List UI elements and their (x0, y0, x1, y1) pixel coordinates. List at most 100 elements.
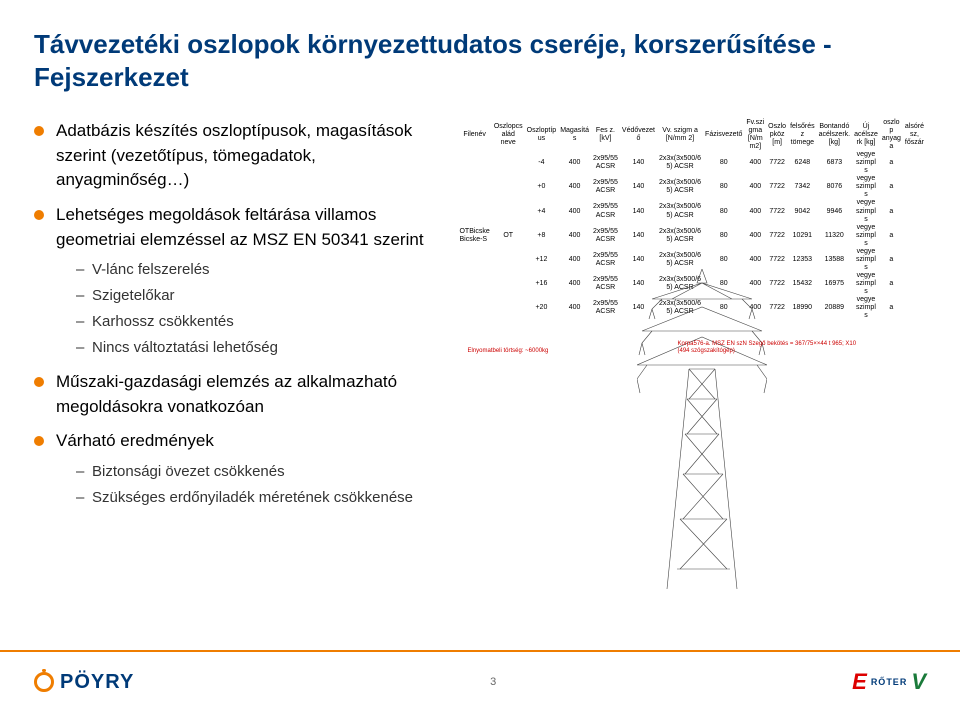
table-header: Fázisvezető (703, 119, 744, 151)
table-cell: 140 (620, 199, 657, 223)
table-cell: 2x3x(3x500/6 5) ACSR (657, 199, 703, 223)
table-header: Fv.szi gma [N/m m2] (744, 119, 766, 151)
table-cell: 9042 (788, 199, 817, 223)
table-cell: 80 (703, 199, 744, 223)
tower-diagram (637, 269, 767, 589)
table-cell (457, 199, 491, 223)
table-cell: 7722 (766, 296, 788, 320)
red-note-right: Korpa576-a. MSZ EN szN Szegő bekötés = 3… (677, 341, 857, 354)
sub-item: Karhossz csökkentés (56, 310, 439, 334)
footer: PÖYRY 3 E RŐTER V (0, 650, 960, 714)
table-cell: 7722 (766, 224, 788, 248)
table-cell: 400 (744, 199, 766, 223)
table-cell: OT (492, 224, 525, 248)
table-cell: 7722 (766, 199, 788, 223)
eroterv-logo: E RŐTER V (852, 671, 926, 693)
table-cell: a (880, 272, 903, 296)
table-cell: 80 (703, 175, 744, 199)
sub-item: V-lánc felszerelés (56, 258, 439, 282)
table-cell: vegye szimpl s (852, 199, 880, 223)
table-cell (457, 248, 491, 272)
table-cell: 2x95/55 ACSR (591, 175, 620, 199)
table-row: -44002x95/55 ACSR1402x3x(3x500/6 5) ACSR… (457, 151, 926, 175)
table-cell: 16975 (817, 272, 853, 296)
table-cell: 2x3x(3x500/6 5) ACSR (657, 151, 703, 175)
table-cell: vegye szimpl s (852, 224, 880, 248)
table-cell: 400 (558, 151, 591, 175)
table-cell (492, 296, 525, 320)
table-cell: 400 (744, 175, 766, 199)
table-cell: 2x3x(3x500/6 5) ACSR (657, 175, 703, 199)
table-cell (492, 248, 525, 272)
table-cell: vegye szimpl s (852, 175, 880, 199)
table-cell (457, 272, 491, 296)
table-cell: a (880, 175, 903, 199)
table-cell: 140 (620, 151, 657, 175)
table-cell: a (880, 199, 903, 223)
table-cell: 15432 (788, 272, 817, 296)
table-header: Fes z. [kV] (591, 119, 620, 151)
table-cell: 400 (744, 151, 766, 175)
table-cell: vegye szimpl s (852, 151, 880, 175)
eroterv-v-icon: V (911, 671, 926, 693)
bullet-text: Várható eredmények (56, 431, 214, 450)
sub-item: Biztonsági övezet csökkenés (56, 460, 439, 484)
table-cell: 6873 (817, 151, 853, 175)
table-cell (492, 272, 525, 296)
table-cell: -4 (525, 151, 559, 175)
page-number: 3 (490, 676, 496, 688)
sub-item: Nincs változtatási lehetőség (56, 336, 439, 360)
table-header: Magasítá s (558, 119, 591, 151)
table-cell: +8 (525, 224, 559, 248)
eroterv-e-icon: E (852, 671, 867, 693)
table-header: alsóré sz, főszár (903, 119, 926, 151)
table-row: +44002x95/55 ACSR1402x3x(3x500/6 5) ACSR… (457, 199, 926, 223)
table-row: OTBicske Bicske-SOT+84002x95/55 ACSR1402… (457, 224, 926, 248)
table-cell: 80 (703, 151, 744, 175)
table-cell: 2x95/55 ACSR (591, 296, 620, 320)
poyry-text: PÖYRY (60, 671, 134, 694)
table-header: Oszlo pköz [m] (766, 119, 788, 151)
table-cell: 7342 (788, 175, 817, 199)
table-cell: a (880, 151, 903, 175)
table-cell: 140 (620, 175, 657, 199)
table-header: Filenév (457, 119, 491, 151)
table-cell: 12353 (788, 248, 817, 272)
table-header: Új acélsze rk [kg] (852, 119, 880, 151)
table-header: Védővezet ő (620, 119, 657, 151)
table-header: Oszlopcs alád neve (492, 119, 525, 151)
table-cell: vegye szimpl s (852, 248, 880, 272)
table-cell: 8076 (817, 175, 853, 199)
table-cell: 2x95/55 ACSR (591, 199, 620, 223)
table-header: felsőrés z tömege (788, 119, 817, 151)
table-cell: +20 (525, 296, 559, 320)
table-cell: 400 (558, 175, 591, 199)
table-header: Vv. szigm a [N/mm 2] (657, 119, 703, 151)
table-cell: 7722 (766, 151, 788, 175)
table-cell: +12 (525, 248, 559, 272)
table-cell: 10291 (788, 224, 817, 248)
bullet-item: Lehetséges megoldások feltárása villamos… (34, 203, 439, 360)
table-cell: 400 (558, 199, 591, 223)
table-cell (492, 151, 525, 175)
bullet-item: Várható eredmények Biztonsági övezet csö… (34, 429, 439, 510)
table-cell (457, 151, 491, 175)
table-cell: 400 (558, 224, 591, 248)
table-header: Bontandó acélszerk. [kg] (817, 119, 853, 151)
table-cell: 400 (558, 248, 591, 272)
sub-item: Szükséges erdőnyiladék méretének csökken… (56, 486, 439, 510)
table-cell: vegye szimpl s (852, 272, 880, 296)
table-row: +04002x95/55 ACSR1402x3x(3x500/6 5) ACSR… (457, 175, 926, 199)
table-cell (457, 296, 491, 320)
page-title: Távvezetéki oszlopok környezettudatos cs… (34, 28, 926, 93)
table-cell: 400 (558, 296, 591, 320)
table-cell: 9946 (817, 199, 853, 223)
table-header: oszlo p anyag a (880, 119, 903, 151)
table-cell: a (880, 224, 903, 248)
table-cell: 140 (620, 224, 657, 248)
table-cell: 2x95/55 ACSR (591, 224, 620, 248)
table-cell: +16 (525, 272, 559, 296)
table-cell: OTBicske Bicske-S (457, 224, 491, 248)
table-cell (492, 175, 525, 199)
table-cell: 400 (558, 272, 591, 296)
